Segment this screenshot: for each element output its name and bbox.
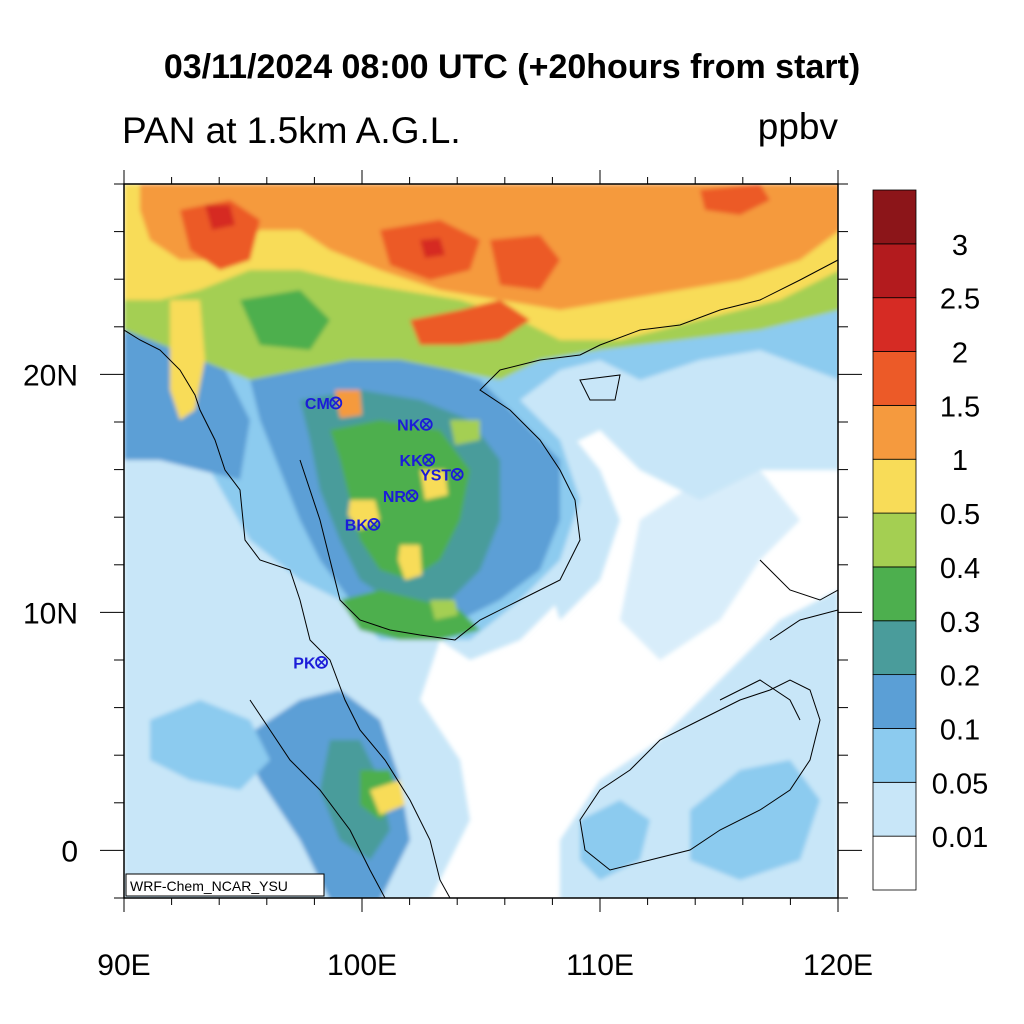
- station-cross: [369, 519, 379, 529]
- station-label: YST: [420, 467, 451, 484]
- colorbar-box: [872, 728, 917, 783]
- station-marker: YST: [420, 467, 464, 484]
- colorbar-box: [872, 566, 917, 622]
- colorbar-label: 1.5: [940, 391, 980, 423]
- station-marker: PK: [293, 655, 328, 672]
- units-label: ppbv: [757, 106, 838, 147]
- plot-title: 03/11/2024 08:00 UTC (+20hours from star…: [163, 48, 861, 86]
- station-marker: KK: [400, 453, 436, 470]
- station-symbol: [329, 396, 343, 410]
- station-label: NK: [397, 417, 421, 434]
- station-cross: [331, 398, 341, 408]
- lon-label: 120E: [803, 949, 873, 982]
- colorbar-box: [872, 297, 917, 352]
- model-label-box: WRF-Chem_NCAR_YSU: [125, 873, 325, 897]
- station-marker: NK: [397, 417, 433, 434]
- colorbar-label: 0.01: [932, 822, 988, 854]
- station-symbol: [450, 467, 464, 481]
- lat-label: 0: [61, 835, 78, 868]
- colorbar: 0.01 0.05 0.1 0.2 0.3 0.4 0.5 1 1.5 2 2.5 3: [872, 189, 988, 891]
- station-label: NR: [383, 489, 407, 506]
- concentration-field: [124, 184, 838, 898]
- lon-label: 90E: [97, 949, 150, 982]
- station-symbol: [367, 517, 381, 531]
- station-label: CM: [305, 396, 330, 413]
- colorbar-box: [872, 458, 917, 514]
- lat-label: 20N: [23, 359, 78, 392]
- variable-label: PAN at 1.5km A.G.L.: [122, 110, 461, 151]
- station-cross: [407, 491, 417, 501]
- map-frame: [123, 183, 839, 899]
- station-cross: [452, 469, 462, 479]
- colorbar-box: [872, 620, 917, 676]
- colorbar-label: 1: [952, 445, 968, 477]
- model-label: WRF-Chem_NCAR_YSU: [130, 878, 288, 894]
- station-label: KK: [400, 453, 424, 470]
- axis-ticks: 90E 100E 110E 120E 20N 10N 0: [23, 170, 873, 982]
- colorbar-label: 0.5: [940, 499, 980, 531]
- station-cross: [424, 455, 434, 465]
- lon-label: 100E: [327, 949, 397, 982]
- colorbar-box: [872, 781, 917, 837]
- colorbar-label: 2.5: [940, 284, 980, 316]
- colorbar-box: [872, 351, 917, 406]
- station-symbol: [419, 417, 433, 431]
- station-symbol: [315, 655, 328, 669]
- station-label: PK: [293, 655, 316, 672]
- colorbar-label: 0.3: [940, 607, 980, 639]
- lat-label: 10N: [23, 597, 78, 630]
- colorbar-box: [872, 189, 917, 245]
- colorbar-box: [872, 674, 917, 729]
- colorbar-label: 0.2: [940, 661, 980, 693]
- colorbar-box: [872, 512, 917, 568]
- station-cross: [316, 657, 327, 667]
- station-symbol: [422, 453, 436, 467]
- station-marker: BK: [345, 517, 381, 534]
- lon-label: 110E: [566, 949, 634, 982]
- colorbar-label: 3: [952, 230, 968, 262]
- coastlines: [124, 259, 838, 898]
- station-label: BK: [345, 517, 369, 534]
- colorbar-box: [872, 243, 917, 299]
- colorbar-box: [872, 835, 917, 891]
- colorbar-label: 0.05: [932, 768, 988, 800]
- colorbar-label: 0.1: [940, 714, 980, 746]
- station-marker: CM: [305, 396, 343, 413]
- station-cross: [421, 419, 431, 429]
- colorbar-label: 0.4: [940, 553, 980, 585]
- colorbar-label: 2: [952, 338, 968, 370]
- station-symbol: [405, 489, 419, 503]
- station-marker: NR: [383, 489, 419, 506]
- colorbar-box: [872, 404, 917, 460]
